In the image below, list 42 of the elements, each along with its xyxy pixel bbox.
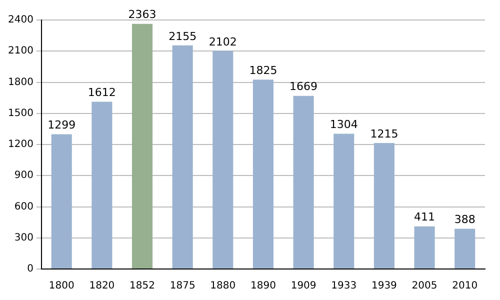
x-tick-label: 2010 [452, 280, 478, 292]
x-tick-label: 1852 [130, 280, 155, 292]
bar [334, 134, 354, 268]
y-tick-label: 900 [14, 170, 34, 182]
x-tick-label: 1820 [89, 280, 115, 292]
bar [92, 102, 112, 268]
y-tick-label: 300 [14, 232, 34, 244]
bar [293, 96, 314, 268]
data-label: 2102 [208, 35, 237, 48]
x-tick-label: 1933 [331, 280, 357, 292]
x-tick-label: 1800 [48, 280, 74, 292]
x-tick-label: 1909 [290, 280, 316, 292]
y-tick-label: 1200 [8, 139, 34, 150]
data-label: 1304 [330, 118, 358, 132]
bar [374, 142, 394, 268]
x-tick-label: 1875 [170, 280, 196, 292]
y-tick-label: 2100 [8, 46, 34, 57]
y-tick-label: 1800 [8, 76, 34, 88]
bar [212, 50, 234, 268]
bar [172, 45, 193, 268]
y-tick-label: 600 [14, 201, 34, 212]
data-label: 1299 [48, 118, 76, 132]
x-tick-label: 1939 [371, 280, 397, 292]
data-label: 388 [454, 213, 476, 226]
data-label: 1825 [249, 64, 278, 78]
x-tick-label: 2005 [412, 280, 438, 292]
bar [132, 24, 153, 268]
bar [252, 80, 274, 268]
data-label: 411 [414, 210, 436, 224]
bar [51, 134, 72, 268]
data-label: 1669 [290, 80, 318, 94]
x-tick-label: 1880 [210, 280, 236, 292]
data-label: 2155 [168, 30, 197, 43]
data-label: 1215 [370, 127, 398, 140]
data-label: 2363 [128, 8, 156, 22]
y-tick-label: 0 [27, 264, 34, 275]
data-label: 1612 [88, 86, 116, 100]
y-tick-label: 2400 [8, 14, 34, 26]
x-tick-label: 1890 [250, 280, 276, 292]
y-tick-label: 1500 [8, 108, 34, 119]
bar [454, 228, 476, 268]
bar [414, 226, 435, 268]
